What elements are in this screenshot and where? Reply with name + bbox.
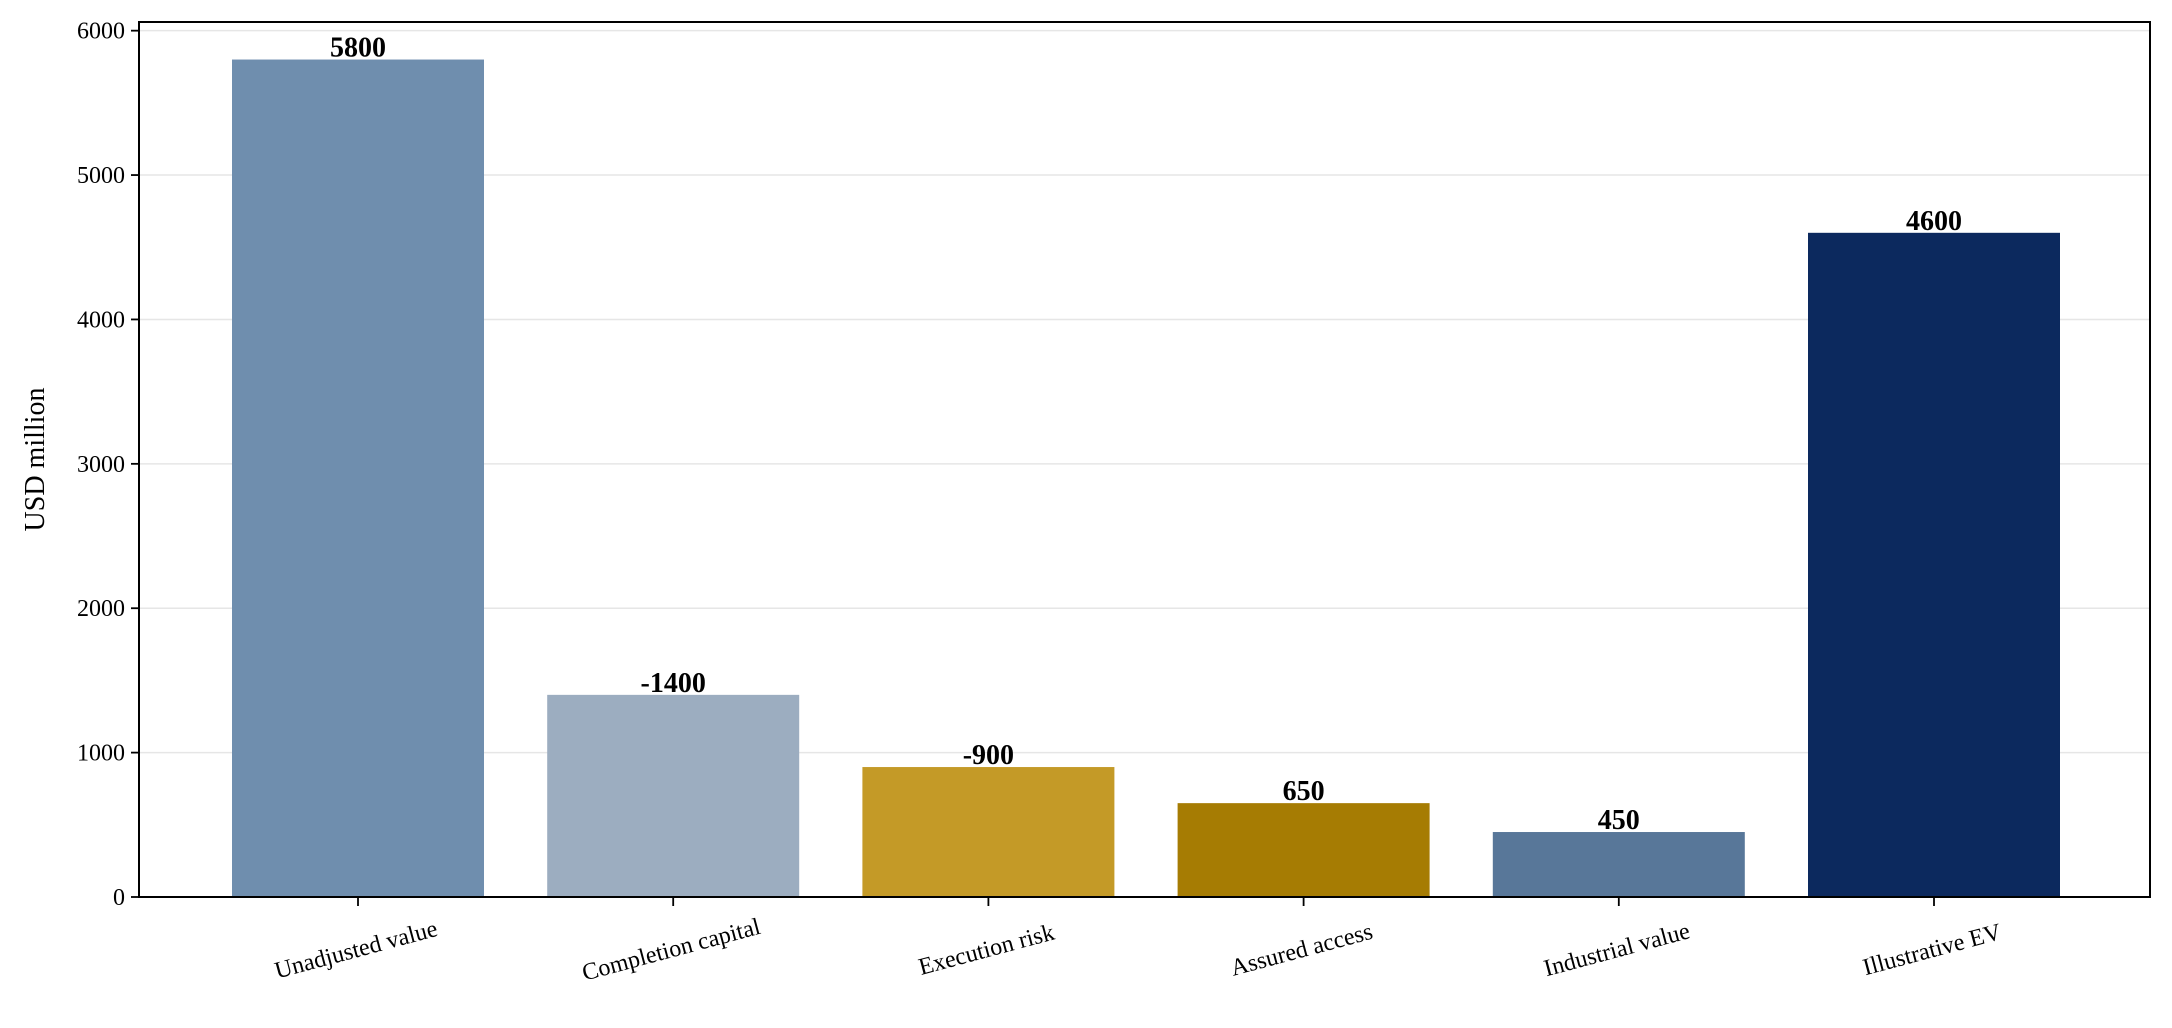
y-tick-label: 6000 bbox=[77, 19, 125, 45]
x-tick-label: Industrial value bbox=[1541, 918, 1693, 982]
y-axis-label: USD million bbox=[20, 388, 51, 532]
y-axis: 0 1000 2000 3000 4000 5000 6000 bbox=[77, 19, 139, 911]
plot-frame bbox=[138, 21, 2151, 898]
y-tick-label: 2000 bbox=[77, 596, 125, 622]
bar-value-label: -900 bbox=[963, 740, 1014, 771]
bar bbox=[1492, 832, 1745, 897]
y-tick-label: 5000 bbox=[77, 163, 125, 189]
x-axis: Unadjusted value Completion capital Execut… bbox=[272, 897, 2005, 987]
bar bbox=[1808, 232, 2060, 897]
bar-value-label: 5800 bbox=[330, 33, 386, 64]
bar bbox=[862, 767, 1115, 897]
x-tick-label: Illustrative EV bbox=[1860, 919, 2004, 981]
y-tick-label: 0 bbox=[113, 885, 125, 911]
bar-value-label: 650 bbox=[1283, 776, 1325, 807]
bar-value-label: 450 bbox=[1598, 805, 1640, 836]
bars bbox=[232, 59, 2060, 897]
y-tick-label: 4000 bbox=[77, 307, 125, 333]
bar bbox=[547, 694, 800, 897]
bar bbox=[1177, 803, 1430, 897]
x-tick-label: Assured access bbox=[1228, 919, 1376, 982]
bar bbox=[232, 59, 484, 897]
y-tick-label: 1000 bbox=[77, 741, 125, 767]
x-tick-label: Execution risk bbox=[916, 920, 1057, 981]
x-tick-label: Completion capital bbox=[579, 914, 763, 987]
data-labels: 5800 -1400 -900 650 450 4600 bbox=[330, 33, 1962, 836]
y-tick-label: 3000 bbox=[77, 452, 125, 478]
bar-value-label: -1400 bbox=[641, 668, 706, 699]
bar-value-label: 4600 bbox=[1906, 206, 1962, 237]
x-tick-label: Unadjusted value bbox=[272, 916, 440, 984]
